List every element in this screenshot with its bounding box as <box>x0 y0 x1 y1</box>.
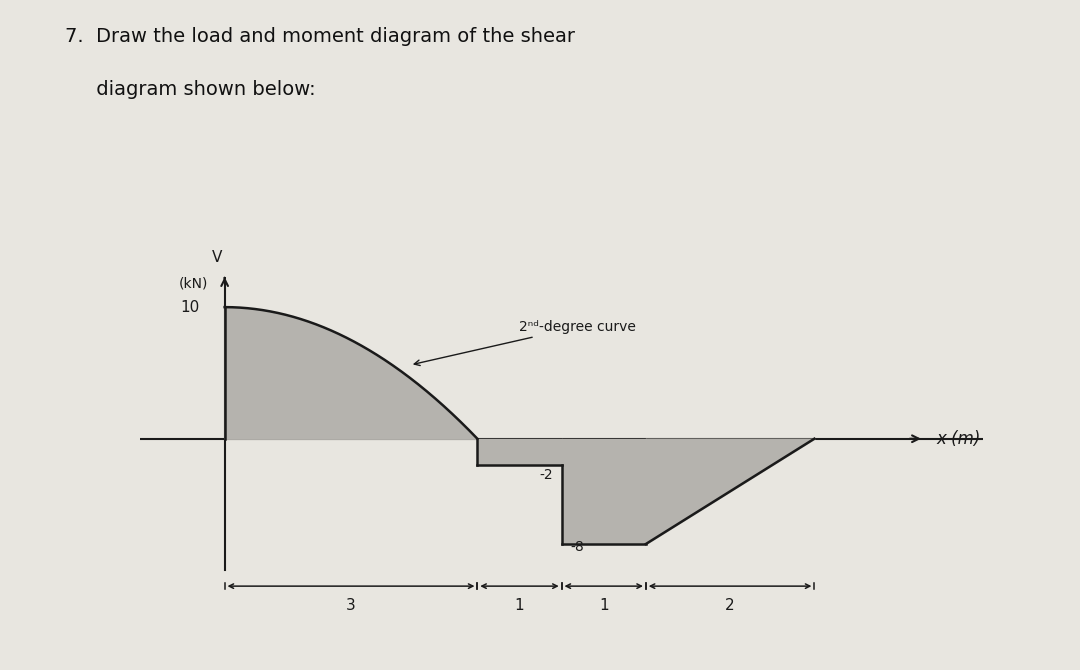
Text: 7.  Draw the load and moment diagram of the shear: 7. Draw the load and moment diagram of t… <box>65 27 575 46</box>
Text: V: V <box>212 250 222 265</box>
Text: -2: -2 <box>540 468 553 482</box>
Text: 1: 1 <box>515 598 524 613</box>
Text: (kN): (kN) <box>178 277 207 290</box>
Text: 2: 2 <box>726 598 734 613</box>
Text: 1: 1 <box>599 598 608 613</box>
Text: diagram shown below:: diagram shown below: <box>65 80 315 99</box>
Text: 10: 10 <box>180 299 200 315</box>
Text: 3: 3 <box>346 598 356 613</box>
Text: 2ⁿᵈ-degree curve: 2ⁿᵈ-degree curve <box>415 320 636 366</box>
Text: -8: -8 <box>570 540 584 554</box>
Text: x (m): x (m) <box>936 429 981 448</box>
